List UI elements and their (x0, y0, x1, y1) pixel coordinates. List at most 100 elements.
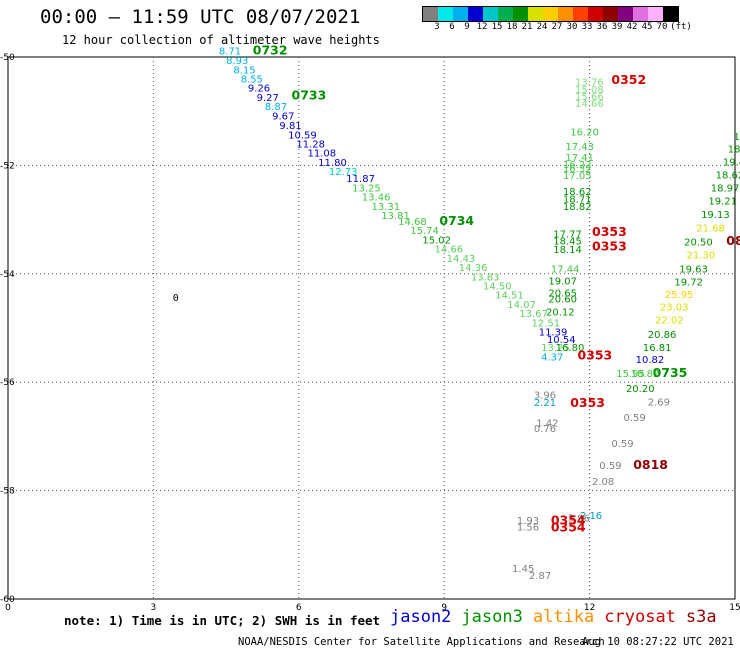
pass-time-label: 0354 (551, 513, 586, 528)
color-scale-label: 39 (611, 22, 623, 32)
wave-height-value: 13.67 (519, 309, 548, 320)
wave-height-value: 15.08 (575, 85, 604, 96)
color-scale-label: 45 (641, 22, 653, 32)
wave-height-value: 21.68 (696, 224, 725, 235)
wave-height-value: 17.43 (565, 142, 594, 153)
wave-height-value: 25.95 (665, 290, 694, 301)
color-scale-label: 6 (449, 22, 455, 32)
page-subtitle: 12 hour collection of altimeter wave hei… (62, 33, 380, 47)
color-scale-label: 21 (521, 22, 533, 32)
wave-height-value: 17.41 (565, 153, 594, 164)
color-swatch (438, 7, 453, 21)
pass-time-label: 0818 (633, 457, 668, 472)
pass-time-label: 0353 (570, 395, 605, 410)
wave-height-value: 20.50 (684, 238, 713, 249)
wave-height-value: 23.03 (660, 303, 689, 314)
wave-height-value: 9.27 (257, 93, 279, 104)
plot-frame (7, 56, 736, 600)
pass-time-label: 0354 (551, 519, 586, 534)
color-scale-label: 27 (551, 22, 563, 32)
wave-height-value: 2.16 (580, 511, 602, 522)
wave-height-value: 13.25 (541, 343, 570, 354)
wave-height-value: 19.13 (701, 210, 730, 221)
wave-height-value: 14.07 (507, 300, 536, 311)
wave-height-value: 11.80 (318, 158, 347, 169)
wave-height-value: 17 (734, 132, 740, 143)
wave-height-value: 11.87 (346, 174, 375, 185)
credit-line: NOAA/NESDIS Center for Satellite Applica… (238, 636, 605, 648)
color-swatch (588, 7, 603, 21)
pass-time-label: 0735 (653, 365, 688, 380)
color-scale-label: 36 (596, 22, 608, 32)
color-scale-label: 3 (434, 22, 440, 32)
wave-height-value: 9.67 (272, 111, 294, 122)
color-scale-label: 9 (464, 22, 470, 32)
color-swatch (618, 7, 633, 21)
wave-height-value: 14.36 (459, 263, 488, 274)
color-swatch (453, 7, 468, 21)
wave-height-value: 20.65 (548, 289, 577, 300)
color-swatch (468, 7, 483, 21)
legend-entry-altika: altika (532, 607, 595, 627)
wave-height-value: 18.14 (553, 245, 582, 256)
wave-height-value: 19.4 (723, 157, 740, 168)
x-tick-label: 3 (151, 603, 157, 613)
pass-time-label: 0732 (253, 42, 288, 57)
wave-height-value: 2.08 (592, 477, 614, 488)
color-scale-label: 18 (506, 22, 518, 32)
wave-height-value: 21.30 (687, 251, 716, 262)
x-tick-label: 0 (5, 603, 11, 613)
wave-height-value: 13.76 (575, 78, 604, 89)
wave-height-value: 8.55 (241, 74, 263, 85)
wave-height-value: 11.08 (308, 149, 337, 160)
contour-labels: 0 (173, 293, 179, 304)
x-tick-label: 9 (441, 603, 447, 613)
wave-height-value: 22.02 (655, 316, 684, 327)
wave-height-value: 10.82 (636, 355, 665, 366)
pass-time-label: 0353 (577, 347, 612, 362)
wave-height-value: 14.68 (398, 217, 427, 228)
contour-label: 0 (173, 293, 179, 304)
wave-height-value: 0.59 (599, 461, 621, 472)
wave-height-value: 19.07 (548, 277, 577, 288)
wave-height-value: 14.51 (495, 291, 524, 302)
y-tick-label: -52 (0, 161, 15, 171)
color-scale-labels: 3 6 9 12 15 18 21 24 27 30 33 36 39 42 45 70 (ft) (422, 22, 740, 34)
y-tick-label: -54 (0, 270, 15, 280)
wave-height-value: 15.66 (575, 92, 604, 103)
wave-height-value: 20.12 (546, 308, 575, 319)
wave-height-value: 17.77 (553, 229, 582, 240)
color-scale-label: 12 (476, 22, 488, 32)
wave-height-value: 12.73 (329, 167, 358, 178)
color-swatch (648, 7, 663, 21)
wave-height-value: 16.32 (563, 164, 592, 175)
pass-time-label: 08 (726, 233, 740, 248)
x-tick-label: 15 (729, 603, 740, 613)
y-tick-label: -60 (0, 595, 15, 605)
wave-height-value: 13.81 (381, 211, 410, 222)
color-swatch (558, 7, 573, 21)
legend-entry-cryosat: cryosat (604, 607, 676, 627)
wave-height-value: 3.96 (534, 390, 556, 401)
wave-height-value: 18.97 (711, 183, 740, 194)
wave-height-value: 10.59 (288, 130, 317, 141)
color-swatch (483, 7, 498, 21)
wave-height-value: 8.15 (233, 65, 255, 76)
axis-tick-labels: 0 3 6 9 12 15 -50 -52 -54 -56 -58 -60 (0, 53, 740, 613)
y-tick-label: -58 (0, 487, 15, 497)
color-scale-bar (422, 6, 679, 22)
wave-height-value: 13.31 (372, 202, 401, 213)
pass-time-label: 0353 (592, 224, 627, 239)
wave-height-value: 18.62 (716, 170, 740, 181)
wave-height-value: 14.50 (483, 282, 512, 293)
wave-height-value: 18.45 (553, 237, 582, 248)
wave-height-value: 13.25 (352, 183, 381, 194)
color-scale-label: 33 (581, 22, 593, 32)
wave-height-value: 19.63 (679, 265, 708, 276)
pass-time-label: 0352 (611, 72, 646, 87)
wave-height-value: 4.37 (541, 353, 563, 364)
wave-height-value: 9.81 (279, 121, 301, 132)
color-swatch (663, 7, 678, 21)
wave-height-value: 1.93 (517, 516, 539, 527)
wave-height-value: 8.93 (226, 56, 248, 67)
